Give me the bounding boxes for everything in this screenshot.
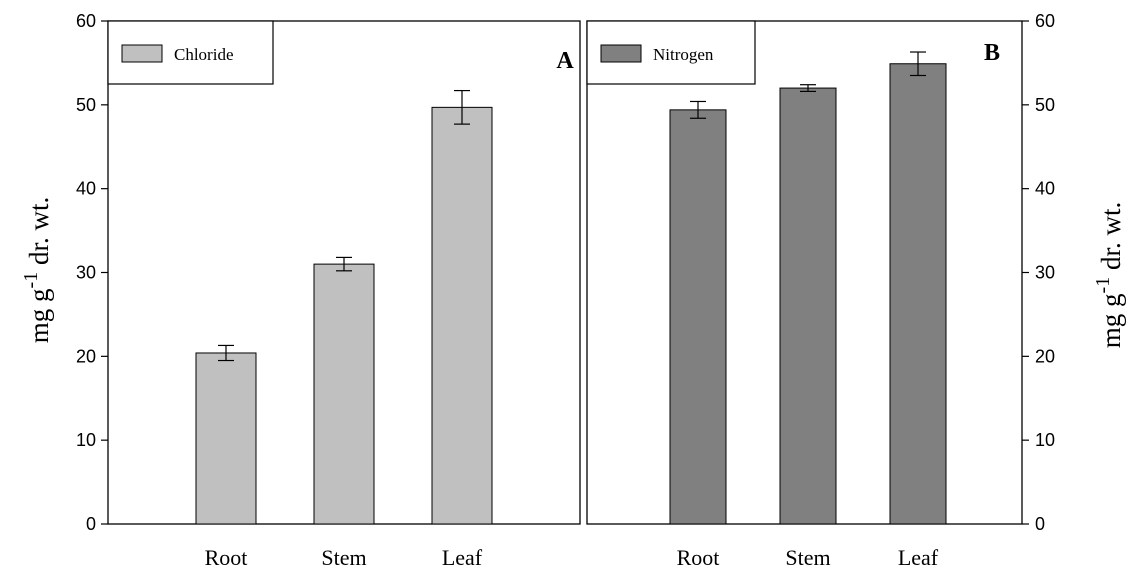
y-tick-label: 20 (76, 346, 96, 366)
y-axis-label-superscript: -1 (1092, 277, 1114, 294)
x-category-label: Leaf (442, 545, 483, 570)
legend-label: Chloride (174, 45, 234, 64)
panel-letter: A (556, 48, 574, 74)
y-tick-label: 30 (76, 263, 96, 283)
y-tick-label: 0 (1035, 514, 1045, 534)
bar (779, 87, 837, 525)
bar (431, 106, 493, 525)
x-category-label: Leaf (898, 545, 939, 570)
bar (889, 63, 947, 525)
x-category-label: Stem (785, 545, 830, 570)
y-axis-label-units: dr. wt. (1096, 202, 1126, 277)
bar (669, 109, 727, 525)
y-axis-label-main: mg g (1096, 293, 1126, 348)
bar (195, 352, 257, 525)
legend-label: Nitrogen (653, 45, 714, 64)
y-tick-label: 60 (76, 11, 96, 31)
legend-swatch (121, 44, 163, 63)
legend-swatch (600, 44, 642, 63)
y-tick-label: 50 (76, 95, 96, 115)
bar (313, 263, 375, 525)
y-axis-label: mg g-1 dr. wt. (20, 197, 54, 343)
y-tick-label: 10 (76, 430, 96, 450)
panel-b: 0 10 20 30 40 50 60 Root Stem Leaf Nitrogen Bmg g-1… (586, 11, 1126, 570)
y-tick-label: 40 (76, 179, 96, 199)
y-axis-label: mg g-1 dr. wt. (1092, 202, 1126, 348)
y-tick-label: 0 (86, 514, 96, 534)
x-category-label: Stem (321, 545, 366, 570)
y-axis-label-units: dr. wt. (24, 197, 54, 272)
y-axis-label-superscript: -1 (20, 272, 42, 289)
x-category-label: Root (205, 545, 248, 570)
y-axis-label-main: mg g (24, 288, 54, 343)
y-tick-label: 30 (1035, 263, 1055, 283)
panel-letter: B (984, 40, 1000, 66)
y-tick-label: 20 (1035, 346, 1055, 366)
y-tick-label: 10 (1035, 430, 1055, 450)
y-tick-label: 40 (1035, 179, 1055, 199)
panel-a: 0 10 20 30 40 50 60 Root Stem Leaf Chloride Amg g-1… (20, 11, 581, 570)
x-category-label: Root (677, 545, 720, 570)
y-tick-label: 50 (1035, 95, 1055, 115)
y-tick-label: 60 (1035, 11, 1055, 31)
